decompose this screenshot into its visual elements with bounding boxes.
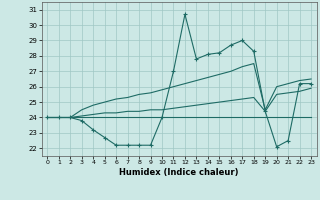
X-axis label: Humidex (Indice chaleur): Humidex (Indice chaleur) xyxy=(119,168,239,177)
